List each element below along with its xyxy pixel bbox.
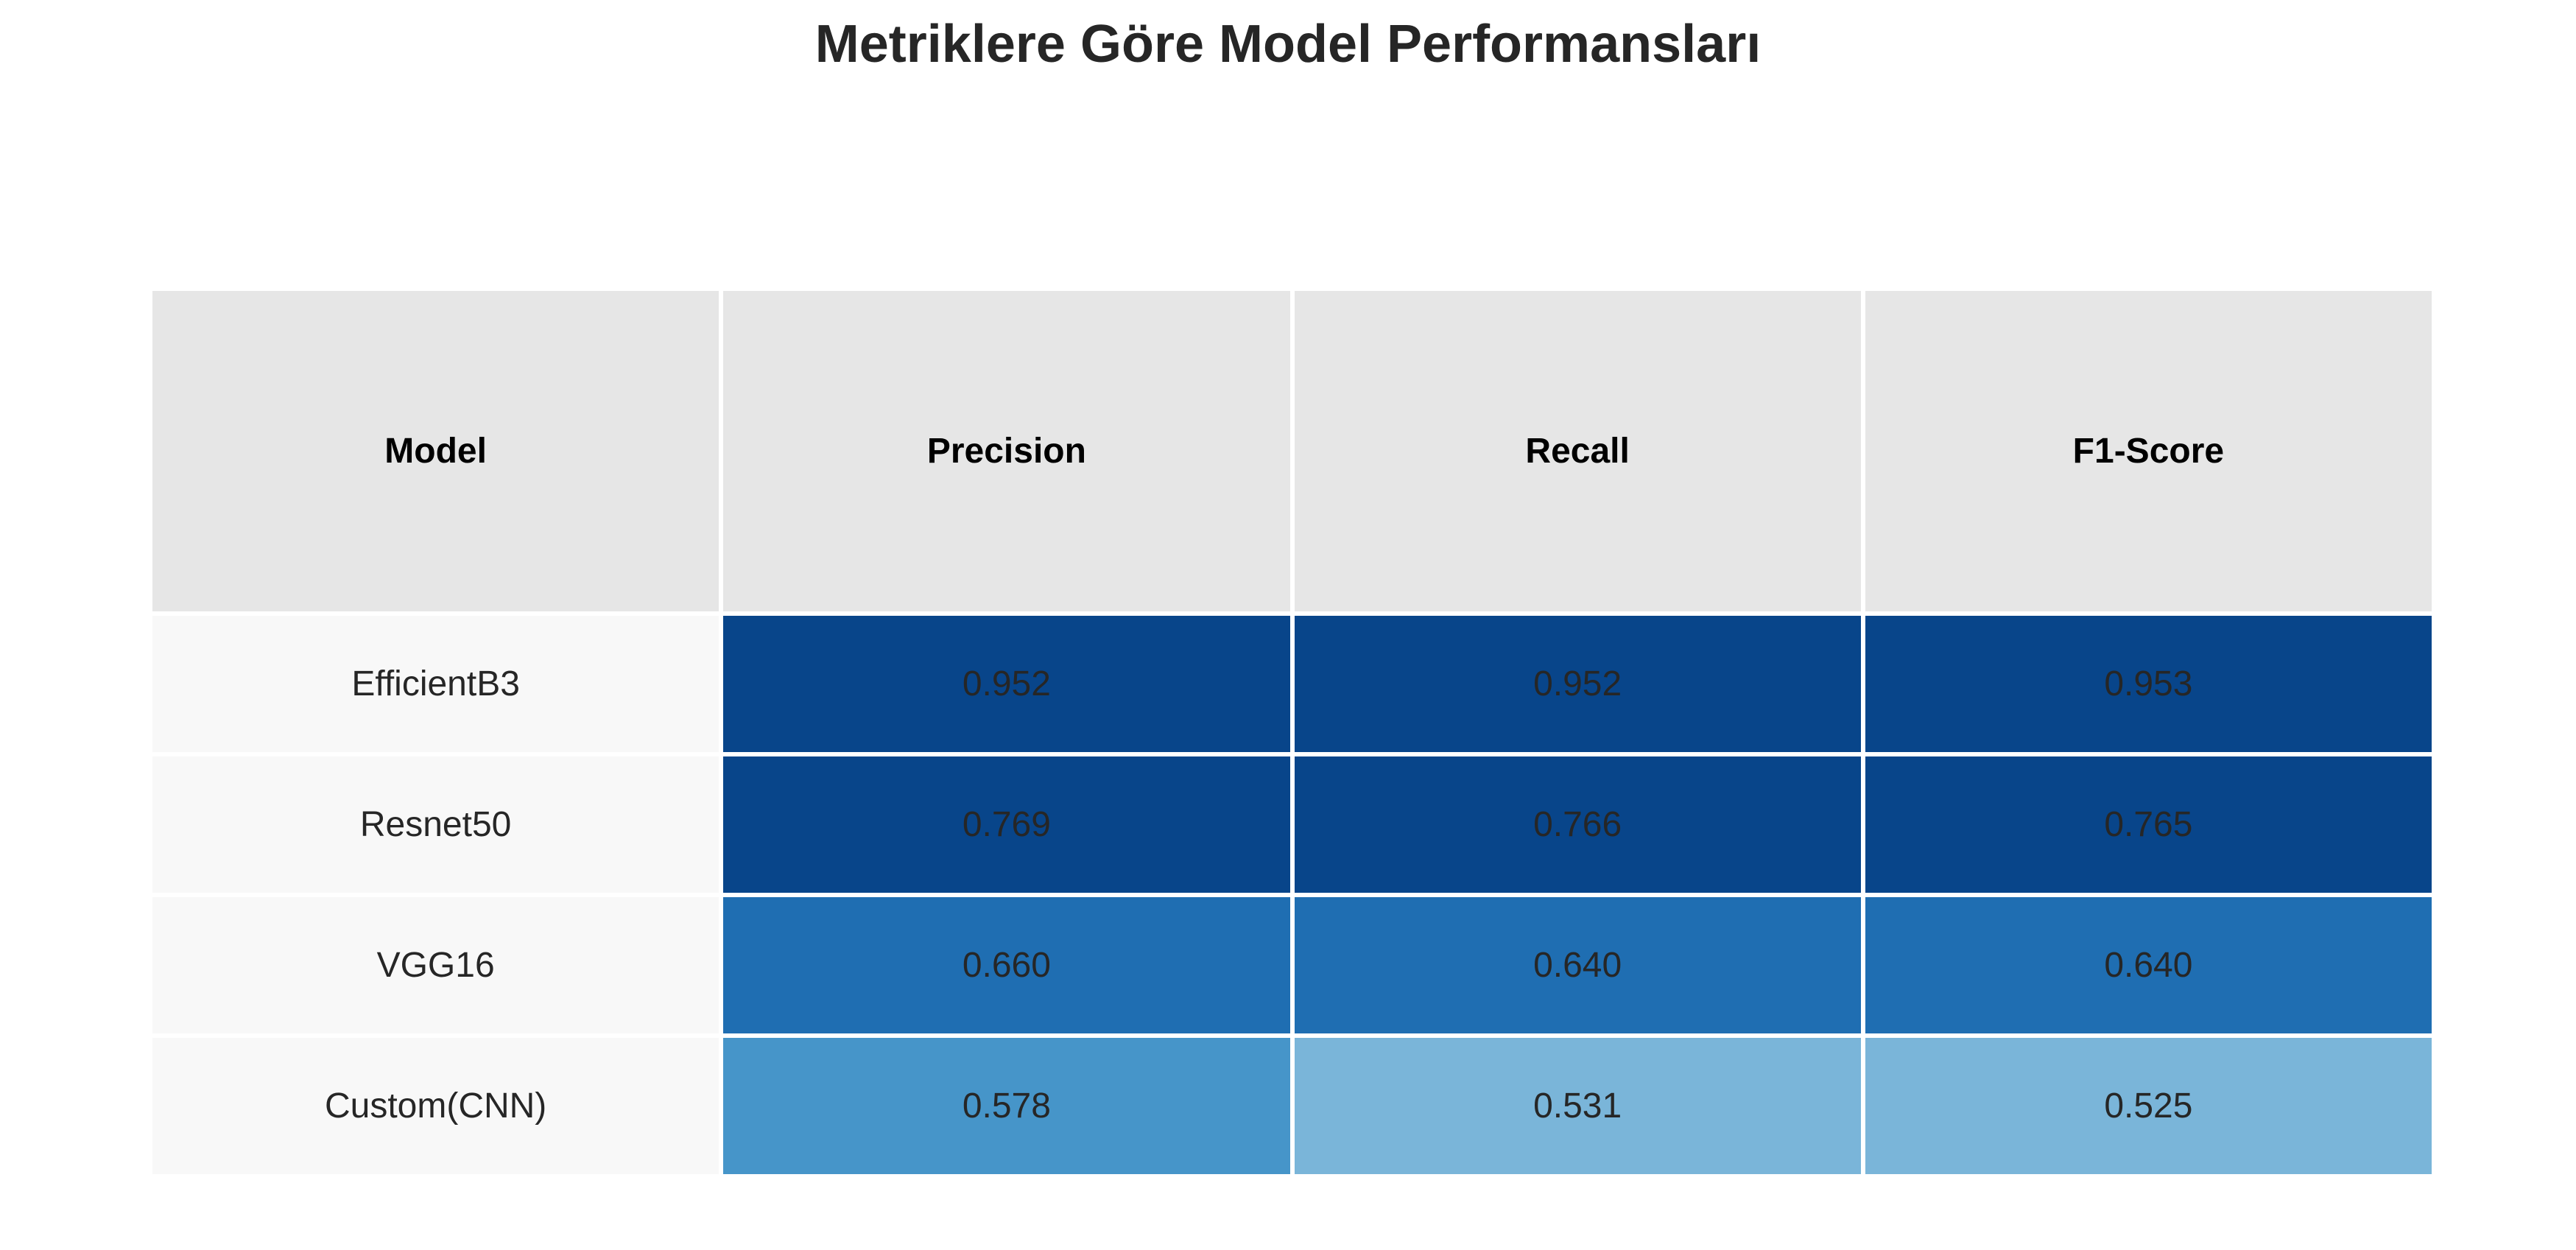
chart-title: Metriklere Göre Model Performansları [814, 15, 1762, 74]
value-cell: 0.525 [1862, 1036, 2434, 1176]
value-cell: 0.660 [721, 895, 1292, 1036]
value-cell: 0.640 [1862, 895, 2434, 1036]
model-label-cell: Resnet50 [150, 754, 722, 895]
header-cell-precision: Precision [721, 289, 1292, 614]
value-cell: 0.640 [1292, 895, 1863, 1036]
header-cell-recall: Recall [1292, 289, 1863, 614]
table-row: Custom(CNN) 0.578 0.531 0.525 [150, 1036, 2434, 1176]
table-row: Resnet50 0.769 0.766 0.765 [150, 754, 2434, 895]
value-cell: 0.769 [721, 754, 1292, 895]
header-cell-f1-score: F1-Score [1862, 289, 2434, 614]
table-row: VGG16 0.660 0.640 0.640 [150, 895, 2434, 1036]
value-cell: 0.953 [1862, 614, 2434, 754]
value-cell: 0.765 [1862, 754, 2434, 895]
model-label-cell: Custom(CNN) [150, 1036, 722, 1176]
model-label-cell: EfficientB3 [150, 614, 722, 754]
header-row: Model Precision Recall F1-Score [150, 289, 2434, 614]
value-cell: 0.531 [1292, 1036, 1863, 1176]
value-cell: 0.952 [1292, 614, 1863, 754]
value-cell: 0.578 [721, 1036, 1292, 1176]
model-label-cell: VGG16 [150, 895, 722, 1036]
header-cell-model: Model [150, 289, 722, 614]
table-row: EfficientB3 0.952 0.952 0.953 [150, 614, 2434, 754]
metrics-table: Model Precision Recall F1-Score Efficien… [150, 289, 2434, 1176]
value-cell: 0.766 [1292, 754, 1863, 895]
value-cell: 0.952 [721, 614, 1292, 754]
